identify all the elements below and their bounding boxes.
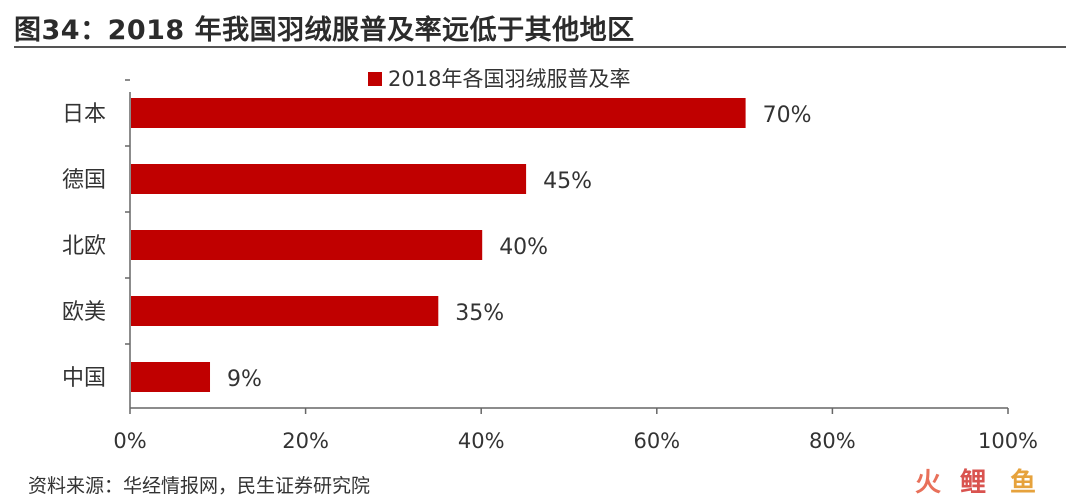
value-label: 45% bbox=[543, 169, 592, 194]
watermark-char-2: 鲤 bbox=[960, 468, 987, 498]
bar bbox=[131, 296, 439, 326]
category-label: 北欧 bbox=[62, 234, 106, 259]
x-tick-label: 0% bbox=[113, 429, 146, 453]
category-label: 德国 bbox=[62, 168, 106, 193]
page-title: 图34：2018 年我国羽绒服普及率远低于其他地区 bbox=[14, 15, 635, 46]
bar bbox=[131, 362, 211, 392]
source-note: 资料来源：华经情报网，民生证券研究院 bbox=[28, 475, 371, 497]
bar bbox=[131, 164, 527, 194]
category-label: 欧美 bbox=[62, 300, 106, 325]
legend-swatch bbox=[368, 72, 382, 86]
bar bbox=[131, 230, 483, 260]
watermark-char-3: 鱼 bbox=[1010, 468, 1037, 498]
category-label: 中国 bbox=[62, 366, 106, 391]
value-label: 70% bbox=[763, 103, 812, 128]
bar bbox=[131, 98, 746, 128]
value-label: 9% bbox=[227, 367, 262, 392]
category-label: 日本 bbox=[62, 102, 106, 127]
x-tick-label: 100% bbox=[978, 429, 1038, 453]
value-label: 35% bbox=[455, 301, 504, 326]
legend-label: 2018年各国羽绒服普及率 bbox=[388, 67, 630, 91]
title-divider bbox=[14, 46, 1066, 48]
x-tick-label: 40% bbox=[458, 429, 505, 453]
x-tick-label: 60% bbox=[633, 429, 680, 453]
x-tick-label: 80% bbox=[809, 429, 856, 453]
watermark-char-1: 火 bbox=[915, 468, 942, 498]
x-tick-label: 20% bbox=[282, 429, 329, 453]
value-label: 40% bbox=[499, 235, 548, 260]
